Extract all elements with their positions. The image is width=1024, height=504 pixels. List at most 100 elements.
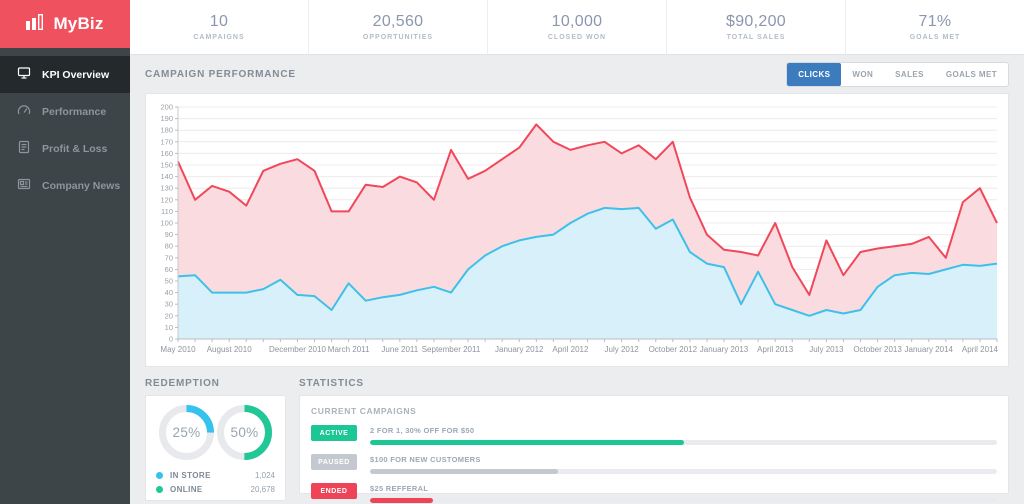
tab-clicks[interactable]: CLICKS xyxy=(787,62,842,86)
progress-fill xyxy=(370,498,433,503)
svg-text:130: 130 xyxy=(160,184,173,193)
svg-text:40: 40 xyxy=(165,288,173,297)
stat-value: 20,560 xyxy=(372,13,424,30)
svg-text:150: 150 xyxy=(160,161,173,170)
svg-text:January 2013: January 2013 xyxy=(700,345,749,354)
svg-text:January 2014: January 2014 xyxy=(905,345,954,354)
svg-text:April 2012: April 2012 xyxy=(552,345,589,354)
chart-section-header: CAMPAIGN PERFORMANCE CLICKS WON SALES GO… xyxy=(145,55,1009,93)
stat-total-sales: $90,200 TOTAL SALES xyxy=(667,0,846,54)
svg-text:April 2014: April 2014 xyxy=(962,345,999,354)
svg-text:100: 100 xyxy=(160,219,173,228)
stat-label: OPPORTUNITIES xyxy=(362,34,434,41)
status-badge-paused: PAUSED xyxy=(311,454,357,470)
redemption-panel: 25% 50% IN STORE xyxy=(145,395,286,501)
main-area: 10 CAMPAIGNS 20,560 OPPORTUNITIES 10,000… xyxy=(130,0,1024,504)
svg-text:10: 10 xyxy=(165,323,173,332)
monitor-icon xyxy=(17,66,31,83)
sidebar-item-label: KPI Overview xyxy=(42,68,110,81)
stat-closed-won: 10,000 CLOSED WON xyxy=(488,0,667,54)
statistics-section: STATISTICS CURRENT CAMPAIGNS ACTIVE 2 FO… xyxy=(299,378,1009,503)
kpi-stats-bar: 10 CAMPAIGNS 20,560 OPPORTUNITIES 10,000… xyxy=(130,0,1024,55)
campaign-label: $25 REFFERAL xyxy=(370,484,429,493)
progress-fill xyxy=(370,440,684,445)
svg-text:190: 190 xyxy=(160,114,173,123)
stat-label: CLOSED WON xyxy=(547,34,607,41)
status-badge-ended: ENDED xyxy=(311,483,357,499)
campaign-row-ended: ENDED $25 REFFERAL xyxy=(311,483,997,503)
progress-track xyxy=(370,498,997,503)
chart-section-title: CAMPAIGN PERFORMANCE xyxy=(145,68,296,80)
svg-text:0: 0 xyxy=(169,335,173,344)
stat-campaigns: 10 CAMPAIGNS xyxy=(130,0,309,54)
svg-text:September 2011: September 2011 xyxy=(422,345,481,354)
svg-text:October 2012: October 2012 xyxy=(649,345,698,354)
svg-text:January 2012: January 2012 xyxy=(495,345,544,354)
svg-text:20: 20 xyxy=(165,311,173,320)
svg-text:October 2013: October 2013 xyxy=(853,345,902,354)
legend-value: 1,024 xyxy=(254,470,275,480)
gauge-percent: 50% xyxy=(230,425,259,440)
svg-text:60: 60 xyxy=(165,265,173,274)
stat-value: 71% xyxy=(918,13,952,30)
svg-text:80: 80 xyxy=(165,242,173,251)
tab-sales[interactable]: SALES xyxy=(884,63,935,86)
stat-opportunities: 20,560 OPPORTUNITIES xyxy=(309,0,488,54)
sidebar-item-label: Profit & Loss xyxy=(42,142,108,155)
svg-text:90: 90 xyxy=(165,230,173,239)
svg-text:140: 140 xyxy=(160,172,173,181)
svg-text:170: 170 xyxy=(160,137,173,146)
campaign-performance-chart-panel: 0 10 20 30 40 50 60 70 80 90 100 110 120 130 140 150 160… xyxy=(145,93,1009,367)
sidebar-item-profit-loss[interactable]: Profit & Loss xyxy=(0,130,130,167)
svg-text:180: 180 xyxy=(160,126,173,135)
sidebar-item-kpi-overview[interactable]: KPI Overview xyxy=(0,56,130,93)
svg-text:160: 160 xyxy=(160,149,173,158)
svg-text:June 2011: June 2011 xyxy=(381,345,418,354)
campaign-label: $100 FOR NEW CUSTOMERS xyxy=(370,455,481,464)
area-chart: 0 10 20 30 40 50 60 70 80 90 100 110 120 130 140 150 160… xyxy=(160,103,999,355)
svg-text:December 2010: December 2010 xyxy=(269,345,326,354)
in-store-donut-gauge: 25% xyxy=(158,404,215,461)
status-badge-active: ACTIVE xyxy=(311,425,357,441)
legend-label: ONLINE xyxy=(170,484,203,494)
sidebar-item-performance[interactable]: Performance xyxy=(0,93,130,130)
brand-name: MyBiz xyxy=(53,14,104,33)
sidebar: MyBiz KPI Overview Performance xyxy=(0,0,130,504)
campaign-row-paused: PAUSED $100 FOR NEW CUSTOMERS xyxy=(311,454,997,474)
legend-item-online: ONLINE 20,678 xyxy=(156,482,275,496)
gauge-percent: 25% xyxy=(172,425,201,440)
sidebar-item-label: Performance xyxy=(42,105,107,118)
gauges: 25% 50% xyxy=(156,404,275,461)
svg-text:March 2011: March 2011 xyxy=(328,345,370,354)
stat-label: GOALS MET xyxy=(909,34,961,41)
legend-value: 20,678 xyxy=(250,484,275,494)
gauge-icon xyxy=(17,103,31,120)
svg-text:50: 50 xyxy=(165,277,173,286)
redemption-legend: IN STORE 1,024 ONLINE 20,678 xyxy=(156,468,275,496)
svg-text:120: 120 xyxy=(160,195,173,204)
online-donut-gauge: 50% xyxy=(216,404,273,461)
progress-fill xyxy=(370,469,559,474)
online-dot-icon xyxy=(156,485,163,493)
svg-text:70: 70 xyxy=(165,253,173,262)
stat-label: CAMPAIGNS xyxy=(193,34,245,41)
in-store-dot-icon xyxy=(156,471,163,479)
redemption-section: REDEMPTION 25% xyxy=(145,378,286,501)
svg-text:August 2010: August 2010 xyxy=(207,345,252,354)
stat-value: 10 xyxy=(209,13,229,30)
statistics-title: STATISTICS xyxy=(299,378,364,389)
svg-text:110: 110 xyxy=(161,207,173,216)
bar-chart-icon xyxy=(26,13,45,35)
newspaper-icon xyxy=(17,177,31,194)
tab-goals-met[interactable]: GOALS MET xyxy=(935,63,1008,86)
svg-text:July 2013: July 2013 xyxy=(809,345,844,354)
sidebar-item-company-news[interactable]: Company News xyxy=(0,167,130,204)
campaign-row-active: ACTIVE 2 FOR 1, 30% OFF FOR $50 xyxy=(311,425,997,445)
legend-label: IN STORE xyxy=(170,470,211,480)
legend-item-in-store: IN STORE 1,024 xyxy=(156,468,275,482)
svg-text:July 2012: July 2012 xyxy=(605,345,640,354)
tab-won[interactable]: WON xyxy=(841,63,884,86)
redemption-title: REDEMPTION xyxy=(145,378,220,389)
stat-label: TOTAL SALES xyxy=(726,34,786,41)
current-campaigns-label: CURRENT CAMPAIGNS xyxy=(311,406,417,416)
